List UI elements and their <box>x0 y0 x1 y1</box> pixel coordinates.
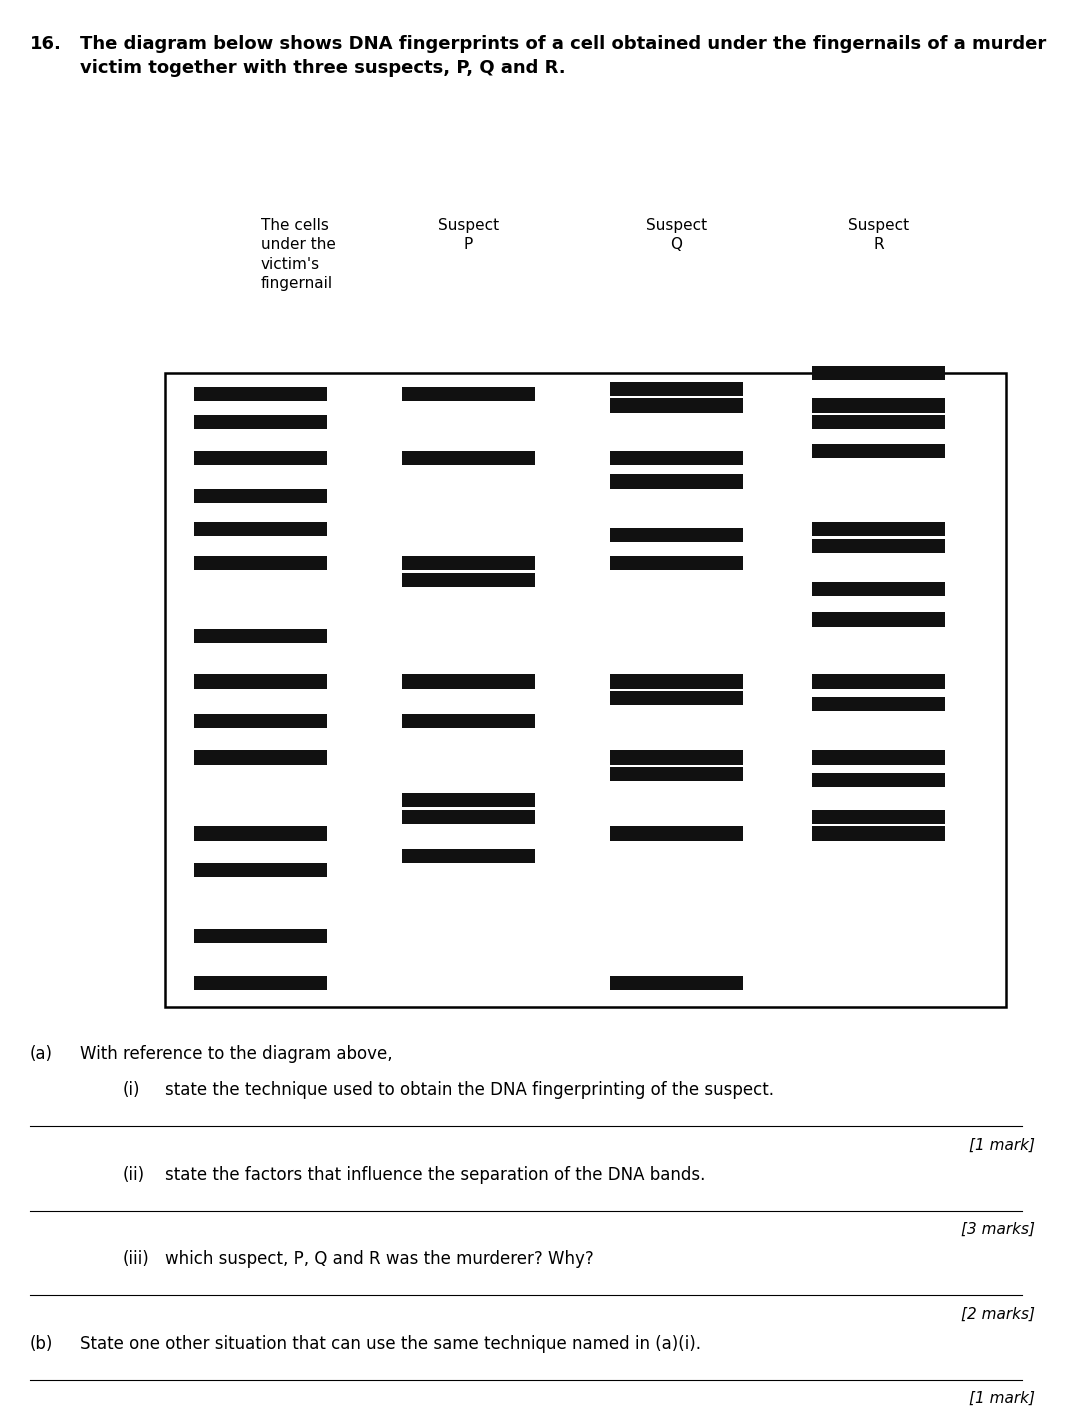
Bar <box>812 826 946 841</box>
Bar <box>812 582 946 596</box>
Bar <box>812 415 946 429</box>
Bar <box>812 773 946 787</box>
Bar <box>812 539 946 553</box>
Bar <box>194 489 327 503</box>
Bar <box>609 528 743 542</box>
Bar <box>194 714 327 728</box>
Bar <box>812 522 946 536</box>
Bar <box>403 674 535 689</box>
Bar <box>812 697 946 711</box>
Text: (ii): (ii) <box>122 1166 145 1184</box>
Bar <box>194 976 327 990</box>
Text: (i): (i) <box>122 1081 140 1100</box>
Text: With reference to the diagram above,: With reference to the diagram above, <box>80 1045 393 1063</box>
Bar <box>812 444 946 458</box>
Bar <box>812 810 946 824</box>
Text: Suspect
P: Suspect P <box>438 218 499 252</box>
Text: The cells
under the
victim's
fingernail: The cells under the victim's fingernail <box>261 218 335 291</box>
Text: 16.: 16. <box>30 35 62 54</box>
Bar <box>403 573 535 587</box>
Bar <box>812 674 946 689</box>
Bar <box>609 556 743 570</box>
Bar <box>812 398 946 413</box>
Text: [1 mark]: [1 mark] <box>969 1138 1035 1153</box>
Bar <box>403 451 535 465</box>
Bar <box>194 415 327 429</box>
Text: state the technique used to obtain the DNA fingerprinting of the suspect.: state the technique used to obtain the D… <box>165 1081 774 1100</box>
Bar <box>403 556 535 570</box>
Text: which suspect, P, Q and R was the murderer? Why?: which suspect, P, Q and R was the murder… <box>165 1250 594 1269</box>
Bar <box>812 750 946 765</box>
Bar <box>194 629 327 643</box>
Bar <box>812 612 946 627</box>
Bar <box>609 976 743 990</box>
Bar <box>609 382 743 396</box>
Bar <box>403 849 535 863</box>
Bar <box>403 714 535 728</box>
Text: [3 marks]: [3 marks] <box>962 1222 1035 1238</box>
Text: Suspect
R: Suspect R <box>848 218 910 252</box>
Bar <box>609 451 743 465</box>
Bar <box>403 810 535 824</box>
Bar <box>609 750 743 765</box>
Bar <box>609 398 743 413</box>
Bar <box>403 387 535 401</box>
Bar <box>194 674 327 689</box>
Text: (b): (b) <box>30 1335 53 1353</box>
Text: state the factors that influence the separation of the DNA bands.: state the factors that influence the sep… <box>165 1166 705 1184</box>
Text: [1 mark]: [1 mark] <box>969 1391 1035 1407</box>
Text: State one other situation that can use the same technique named in (a)(i).: State one other situation that can use t… <box>80 1335 701 1353</box>
Bar <box>194 826 327 841</box>
Bar <box>609 674 743 689</box>
Text: (iii): (iii) <box>122 1250 149 1269</box>
Bar <box>812 366 946 380</box>
Bar <box>194 556 327 570</box>
Text: (a): (a) <box>30 1045 53 1063</box>
Bar <box>403 793 535 807</box>
Text: Suspect
Q: Suspect Q <box>645 218 707 252</box>
Bar <box>194 750 327 765</box>
Bar <box>194 387 327 401</box>
Bar <box>609 767 743 781</box>
Bar <box>194 929 327 943</box>
Bar <box>194 863 327 877</box>
Bar <box>194 451 327 465</box>
Bar <box>194 522 327 536</box>
Bar <box>609 474 743 489</box>
Bar <box>609 691 743 705</box>
Text: The diagram below shows DNA fingerprints of a cell obtained under the fingernail: The diagram below shows DNA fingerprints… <box>80 35 1046 77</box>
Bar <box>165 373 1006 1007</box>
Bar <box>609 826 743 841</box>
Text: [2 marks]: [2 marks] <box>962 1307 1035 1322</box>
